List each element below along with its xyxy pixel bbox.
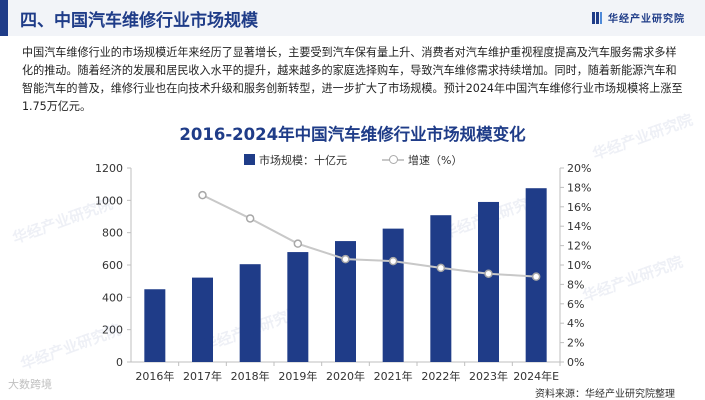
growth-point bbox=[245, 214, 255, 223]
bar bbox=[335, 241, 356, 362]
x-tick-label: 2022年 bbox=[421, 369, 460, 383]
chart-title: 2016-2024年中国汽车维修行业市场规模变化 bbox=[179, 125, 526, 144]
y-right-tick-label: 6% bbox=[567, 298, 584, 311]
growth-point bbox=[293, 239, 303, 248]
y-right-tick-label: 14% bbox=[567, 220, 591, 233]
brand: 华经产业研究院 bbox=[592, 10, 685, 25]
bar bbox=[144, 289, 166, 362]
y-right-tick-label: 0% bbox=[567, 356, 584, 369]
legend-line-label: 增速（%） bbox=[408, 154, 463, 167]
x-tick-label: 2016年 bbox=[135, 369, 174, 383]
bar bbox=[478, 201, 499, 362]
y-left-tick-label: 0 bbox=[116, 356, 123, 369]
growth-point bbox=[436, 263, 446, 273]
brand-name: 华经产业研究院 bbox=[608, 14, 685, 25]
bar bbox=[239, 264, 261, 362]
x-tick-label: 2018年 bbox=[231, 369, 270, 383]
y-right-tick-label: 18% bbox=[567, 181, 591, 194]
y-right-tick-label: 20% bbox=[567, 162, 591, 175]
y-left-tick-label: 800 bbox=[102, 227, 123, 240]
intro-paragraph: 中国汽车维修行业的市场规模近年来经历了显著增长，主要受到汽车保有量上升、消费者对… bbox=[22, 46, 683, 113]
y-right-tick-label: 8% bbox=[567, 278, 584, 291]
growth-line bbox=[202, 194, 537, 278]
x-tick-label: 2017年 bbox=[183, 369, 222, 383]
header-band: 四、中国汽车维修行业市场规模 华经产业研究院 bbox=[0, 0, 705, 36]
page-title: 四、中国汽车维修行业市场规模 bbox=[20, 11, 258, 31]
x-tick-label: 2023年 bbox=[469, 369, 508, 383]
x-tick-label: 2024年E bbox=[513, 369, 559, 383]
source-note: 资料来源：华经产业研究院整理 bbox=[535, 389, 675, 400]
y-left-tick-label: 1200 bbox=[95, 162, 123, 175]
bar bbox=[192, 277, 213, 362]
y-right-tick-label: 12% bbox=[567, 240, 591, 253]
y-right-tick-label: 4% bbox=[567, 317, 584, 330]
footer-logo: 大数跨境 bbox=[8, 378, 52, 391]
legend-line-swatch bbox=[382, 154, 404, 165]
legend-bar-label: 市场规模：十亿元 bbox=[259, 154, 347, 167]
y-left-tick-label: 200 bbox=[102, 324, 123, 337]
y-left-tick-label: 400 bbox=[102, 291, 123, 304]
y-left-tick-label: 1000 bbox=[95, 194, 123, 207]
growth-point bbox=[341, 254, 350, 264]
y-left-tick-label: 600 bbox=[102, 259, 123, 272]
bar bbox=[287, 252, 309, 362]
y-right-tick-label: 10% bbox=[567, 259, 591, 272]
growth-point bbox=[484, 269, 493, 278]
header-accent-bar bbox=[0, 0, 8, 36]
legend-bar-swatch bbox=[244, 154, 255, 165]
bar bbox=[382, 228, 404, 362]
x-tick-label: 2019年 bbox=[278, 369, 317, 383]
legend-line-entry: 增速（%） bbox=[382, 152, 462, 168]
bar bbox=[430, 215, 452, 362]
growth-point bbox=[198, 190, 207, 200]
y-right-tick-label: 2% bbox=[567, 337, 584, 350]
legend-bar-entry: 市场规模：十亿元 bbox=[244, 152, 347, 168]
brand-logo-icon bbox=[592, 12, 602, 24]
x-tick-label: 2021年 bbox=[374, 369, 413, 383]
growth-point bbox=[531, 272, 541, 281]
x-tick-label: 2020年 bbox=[326, 369, 365, 383]
y-right-tick-label: 16% bbox=[567, 201, 591, 214]
growth-point bbox=[388, 256, 398, 266]
